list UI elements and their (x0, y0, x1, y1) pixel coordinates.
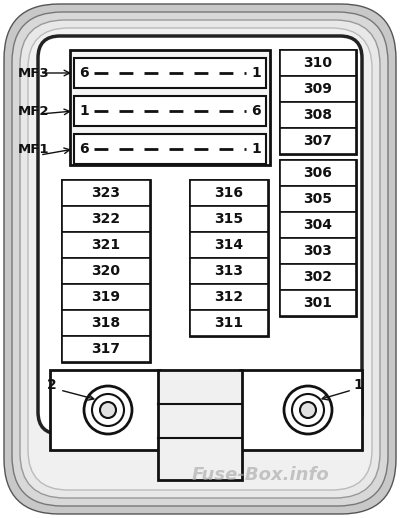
Text: 314: 314 (214, 238, 244, 252)
Text: Fuse-Box.info: Fuse-Box.info (191, 466, 329, 484)
Bar (280, 128, 356, 154)
Text: 1: 1 (353, 378, 363, 392)
Bar (280, 76, 356, 102)
Bar (280, 212, 356, 238)
Text: 306: 306 (304, 166, 332, 180)
Text: 312: 312 (214, 290, 244, 304)
Bar (190, 258, 268, 284)
Circle shape (284, 386, 332, 434)
Text: 311: 311 (214, 316, 244, 330)
Bar (190, 180, 268, 336)
Bar (190, 310, 268, 336)
Bar (190, 206, 268, 232)
FancyBboxPatch shape (4, 4, 396, 514)
Text: 319: 319 (92, 290, 120, 304)
Bar (280, 50, 356, 76)
Bar (240, 370, 362, 450)
Bar (74, 96, 266, 126)
Text: 320: 320 (92, 264, 120, 278)
Text: MF2: MF2 (18, 105, 50, 118)
Bar (62, 232, 150, 258)
Bar (190, 284, 268, 310)
Bar (280, 186, 356, 212)
Text: 1: 1 (251, 142, 261, 156)
Text: 322: 322 (92, 212, 120, 226)
Bar (62, 206, 150, 232)
Text: 315: 315 (214, 212, 244, 226)
Bar (62, 336, 150, 362)
Text: 318: 318 (92, 316, 120, 330)
Text: 2: 2 (47, 378, 57, 392)
Circle shape (100, 402, 116, 418)
Bar (280, 264, 356, 290)
Bar (280, 290, 356, 316)
Text: 6: 6 (79, 66, 89, 80)
Text: MF3: MF3 (18, 66, 50, 79)
Text: 307: 307 (304, 134, 332, 148)
Bar (190, 232, 268, 258)
Bar (280, 102, 356, 128)
Text: MF1: MF1 (18, 142, 50, 155)
Bar (62, 258, 150, 284)
Bar (62, 284, 150, 310)
Circle shape (84, 386, 132, 434)
Text: 313: 313 (214, 264, 244, 278)
Text: 309: 309 (304, 82, 332, 96)
Bar (62, 180, 150, 362)
Text: 1: 1 (251, 66, 261, 80)
Text: 321: 321 (92, 238, 120, 252)
Bar (74, 134, 266, 164)
Bar (280, 50, 356, 154)
FancyBboxPatch shape (38, 36, 362, 434)
FancyBboxPatch shape (28, 28, 372, 490)
Text: 308: 308 (304, 108, 332, 122)
Text: 1: 1 (79, 104, 89, 118)
Bar (74, 58, 266, 88)
Bar (50, 370, 160, 450)
Text: 323: 323 (92, 186, 120, 200)
Text: 301: 301 (304, 296, 332, 310)
Bar (280, 160, 356, 186)
Text: 316: 316 (214, 186, 244, 200)
Text: 6: 6 (251, 104, 261, 118)
FancyBboxPatch shape (12, 12, 388, 506)
Bar (158, 370, 242, 480)
Bar (280, 160, 356, 316)
Bar (70, 50, 270, 165)
Text: 304: 304 (304, 218, 332, 232)
Text: 305: 305 (304, 192, 332, 206)
Text: 317: 317 (92, 342, 120, 356)
Bar (280, 238, 356, 264)
Text: 303: 303 (304, 244, 332, 258)
Text: 302: 302 (304, 270, 332, 284)
Bar (62, 180, 150, 206)
Text: 310: 310 (304, 56, 332, 70)
Circle shape (300, 402, 316, 418)
FancyBboxPatch shape (20, 20, 380, 498)
Bar (62, 310, 150, 336)
Text: 6: 6 (79, 142, 89, 156)
Bar (190, 180, 268, 206)
